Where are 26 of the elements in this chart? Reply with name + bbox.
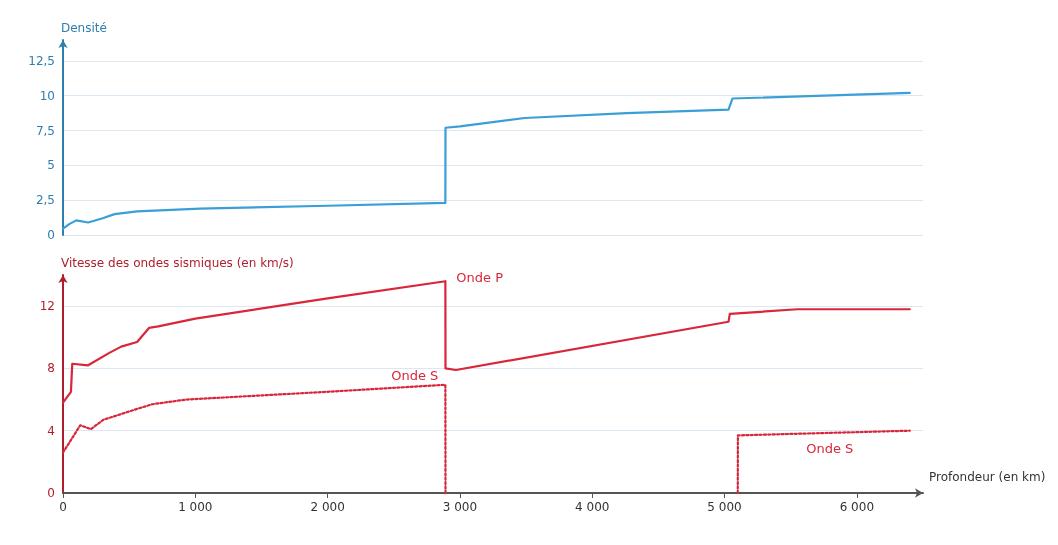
x-tick-label: 4 000 xyxy=(575,500,610,514)
y-tick-label: 5 xyxy=(47,158,55,173)
y-axis-title: Vitesse des ondes sismiques (en km/s) xyxy=(61,256,294,270)
x-tick-label: 2 000 xyxy=(310,500,345,514)
line-series xyxy=(61,280,911,404)
series-label: Onde P xyxy=(456,269,504,285)
series-label: Onde S xyxy=(806,440,854,456)
x-tick-label: 5 000 xyxy=(707,500,742,514)
y-tick-label: 0 xyxy=(47,486,55,500)
x-tick-label: 1 000 xyxy=(178,500,213,514)
x-tick-label: 6 000 xyxy=(839,500,875,514)
x-axis-title: Profondeur (en km) xyxy=(929,470,1046,484)
y-tick-label: 12 xyxy=(39,299,55,314)
y-tick-label: 0 xyxy=(47,228,55,242)
y-tick-label: 8 xyxy=(47,361,55,376)
y-tick-label: 12,5 xyxy=(28,53,55,68)
y-tick-label: 4 xyxy=(47,423,55,438)
line-series xyxy=(61,91,911,230)
y-tick-label: 2,5 xyxy=(35,193,55,208)
y-tick-label: 7,5 xyxy=(35,123,55,138)
y-tick-label: 10 xyxy=(39,88,55,103)
line-series xyxy=(61,383,447,495)
series-label: Onde S xyxy=(391,368,439,384)
x-tick-label: 0 xyxy=(59,500,67,514)
x-tick-label: 3 000 xyxy=(442,500,478,514)
y-axis-title: Densité xyxy=(61,21,107,35)
